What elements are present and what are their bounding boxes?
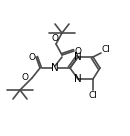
Text: Cl: Cl <box>102 46 110 55</box>
Text: Cl: Cl <box>89 90 98 100</box>
Text: O: O <box>22 73 29 83</box>
Text: N: N <box>51 63 59 73</box>
Text: N: N <box>74 52 82 62</box>
Text: O: O <box>74 47 82 55</box>
Text: O: O <box>28 52 35 61</box>
Text: N: N <box>74 74 82 84</box>
Text: O: O <box>51 34 58 43</box>
